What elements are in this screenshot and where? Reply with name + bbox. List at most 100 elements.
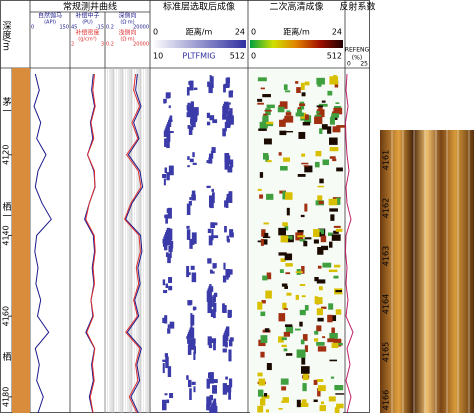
image-streak — [257, 405, 264, 413]
image-streak — [314, 161, 320, 168]
image-streak — [213, 379, 218, 384]
curve — [84, 73, 96, 414]
image-streak — [328, 198, 338, 206]
image-streak — [222, 383, 227, 395]
image-streak — [186, 229, 191, 240]
image-streak — [281, 344, 287, 348]
image-streak — [329, 332, 338, 339]
image-streak — [314, 330, 319, 335]
image-streak — [167, 119, 173, 122]
image-streak — [320, 306, 327, 309]
image-streak — [212, 264, 216, 269]
image-streak — [316, 308, 323, 316]
image-streak — [186, 104, 190, 111]
image-streak — [229, 159, 234, 168]
image-streak — [331, 111, 339, 115]
image-streak — [320, 245, 329, 251]
formation: 栖 — [1, 351, 12, 362]
image-streak — [224, 200, 227, 208]
image-streak — [301, 153, 306, 157]
image-streak — [330, 376, 335, 379]
image-streak — [186, 336, 189, 339]
image-streak — [301, 265, 305, 274]
image-streak — [162, 399, 167, 411]
image-streak — [266, 363, 272, 371]
curve-name: PLTFMIG — [182, 52, 215, 61]
image-streak — [304, 81, 310, 86]
image-streak — [296, 349, 306, 358]
image-streak — [317, 247, 324, 255]
image-streak — [278, 227, 287, 236]
image-streak — [193, 308, 196, 311]
image-streak — [206, 121, 211, 126]
image-streak — [295, 328, 301, 331]
image-streak — [283, 308, 288, 310]
image-streak — [259, 172, 264, 178]
image-streak — [228, 378, 233, 388]
depth-tick-label: 4140 — [2, 225, 11, 245]
image-streak — [258, 378, 266, 386]
lithology — [12, 68, 30, 413]
scale-max: 512 — [327, 52, 342, 61]
image-streak — [213, 235, 219, 239]
image-streak — [224, 161, 230, 170]
image-streak — [209, 372, 214, 384]
image-streak — [335, 342, 343, 346]
track-title: 二次高清成像 — [269, 1, 323, 13]
image-streak — [229, 232, 234, 238]
image-streak — [167, 366, 172, 377]
image-streak — [224, 121, 227, 132]
depth-label: 深度/m — [1, 21, 12, 51]
formation: 茅一 — [1, 97, 12, 115]
image-streak — [285, 192, 293, 200]
depth-tick-label: 4180 — [2, 387, 11, 407]
image-streak — [316, 229, 325, 235]
image-streak — [261, 239, 268, 245]
curve — [124, 73, 142, 414]
image-streak — [222, 335, 228, 347]
image-streak — [318, 103, 328, 107]
image-streak — [228, 389, 232, 400]
image-streak — [209, 198, 214, 209]
image-streak — [334, 407, 340, 416]
image-streak — [257, 98, 263, 102]
image-streak — [329, 241, 333, 248]
image-streak — [301, 356, 306, 365]
image-streak — [281, 283, 288, 287]
image-streak — [188, 272, 191, 275]
series-name: 补偿密度 — [75, 29, 99, 37]
core-columns — [391, 130, 470, 413]
image-streak — [193, 346, 197, 354]
formation: 栖一 — [1, 201, 12, 220]
image-streak — [332, 126, 341, 133]
image-streak — [213, 222, 218, 226]
image-streak — [224, 225, 227, 233]
image-streak — [264, 328, 270, 333]
image-streak — [192, 235, 195, 245]
image-streak — [227, 311, 231, 319]
series-max: 3 — [101, 42, 104, 48]
image-streak — [297, 230, 304, 233]
image-streak — [187, 301, 192, 306]
image-streak — [327, 338, 335, 343]
image-streak — [313, 399, 318, 403]
image-streak — [206, 185, 211, 189]
image-streak — [313, 239, 319, 244]
image-streak — [303, 372, 309, 381]
image-streak — [317, 379, 324, 382]
image-streak — [265, 155, 269, 162]
depth-tick-label: 4120 — [2, 145, 11, 165]
image-streak — [266, 272, 272, 280]
image-streak — [278, 336, 284, 343]
image-streak — [189, 103, 193, 108]
image-streak — [169, 247, 172, 259]
image-streak — [283, 157, 291, 162]
image-streak — [188, 339, 192, 349]
depth-tick-label: 4160 — [2, 306, 11, 326]
image-streak — [297, 174, 306, 177]
image-streak — [320, 401, 325, 405]
series-unit: (g/cm³) — [78, 37, 96, 43]
image-streak — [304, 165, 313, 173]
image-streak — [228, 339, 233, 347]
image-streak — [227, 166, 233, 173]
